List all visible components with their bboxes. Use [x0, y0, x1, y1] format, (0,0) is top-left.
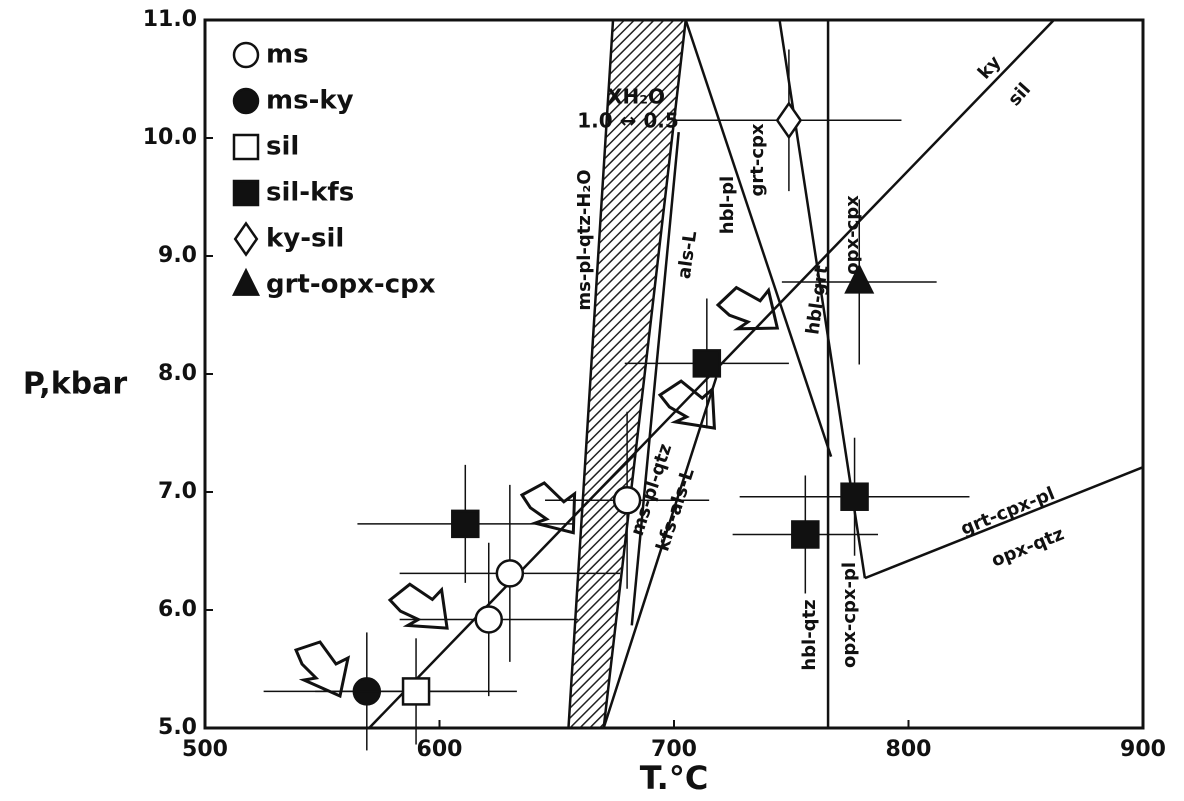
reaction-label: als-L [674, 230, 701, 280]
reaction-label: hbl-pl [717, 176, 738, 234]
y-axis-label: P,kbar [23, 367, 128, 402]
reaction-label: opx-cpx-pl [839, 562, 860, 668]
legend-label: grt-opx-cpx [266, 270, 436, 300]
legend-label: sil-kfs [266, 178, 354, 208]
legend-marker [234, 271, 258, 295]
marker [614, 487, 640, 513]
legend-marker [234, 135, 258, 159]
x-tick-label: 500 [182, 737, 228, 762]
legend-label: ms-ky [266, 86, 354, 116]
x-tick-label: 600 [417, 737, 463, 762]
y-tick-label: 6.0 [158, 597, 197, 622]
legend-marker [234, 43, 258, 67]
legend-marker [234, 181, 258, 205]
reaction-label: opx-qtz [989, 524, 1068, 572]
y-tick-label: 8.0 [158, 361, 197, 386]
legend-label: sil [266, 132, 299, 162]
legend-label: ky-sil [266, 224, 344, 254]
y-tick-label: 9.0 [158, 243, 197, 268]
x-tick-label: 900 [1120, 737, 1166, 762]
legend-marker [235, 223, 257, 254]
marker [792, 521, 818, 547]
x-axis-label: T.°C [640, 759, 709, 797]
pt-path-arrow [521, 478, 582, 540]
band-label: ms-pl-qtz-H₂O [574, 169, 595, 310]
y-tick-label: 10.0 [143, 125, 197, 150]
pt-path-arrow [387, 575, 454, 644]
legend-label: ms [266, 40, 309, 70]
reaction-label: grt-cpx [747, 123, 768, 196]
band-label: 1.0 ↔ 0.5 [577, 109, 679, 133]
pt-path-arrow [658, 374, 722, 440]
y-tick-label: 11.0 [143, 7, 197, 32]
marker [452, 511, 478, 537]
pt-path-arrow [296, 642, 348, 696]
y-tick-label: 5.0 [158, 715, 197, 740]
reaction-label: hbl-qtz [799, 599, 820, 670]
pt-paths [296, 276, 785, 696]
reaction-label: ky [974, 52, 1006, 84]
marker [694, 350, 720, 376]
x-tick-label: 700 [651, 737, 697, 762]
band-label: XH₂O [607, 85, 665, 109]
marker [497, 560, 523, 586]
legend-marker [234, 89, 258, 113]
marker [842, 484, 868, 510]
reaction-label: sil [1004, 79, 1035, 110]
x-tick-label: 800 [886, 737, 932, 762]
y-tick-label: 7.0 [158, 479, 197, 504]
chart: P,kbar T.°C ms-pl-qtz-H₂O XH₂O1.0 ↔ 0.5 ky… [0, 0, 1184, 801]
marker [403, 678, 429, 704]
page: P,kbar T.°C ms-pl-qtz-H₂O XH₂O1.0 ↔ 0.5 ky… [0, 0, 1184, 801]
marker [476, 606, 502, 632]
